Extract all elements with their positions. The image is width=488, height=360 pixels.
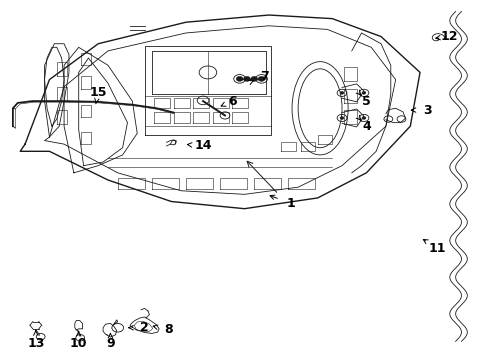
Text: 11: 11 (427, 242, 445, 255)
Circle shape (250, 76, 257, 81)
Circle shape (243, 76, 250, 81)
Text: 12: 12 (440, 30, 457, 43)
Text: 7: 7 (259, 69, 268, 82)
Circle shape (339, 91, 343, 94)
Text: 5: 5 (361, 95, 370, 108)
Circle shape (339, 117, 343, 120)
Text: 14: 14 (194, 139, 211, 152)
Circle shape (361, 117, 365, 120)
Text: 1: 1 (286, 197, 295, 210)
Text: 10: 10 (70, 337, 87, 350)
Circle shape (258, 76, 264, 81)
Text: 6: 6 (227, 95, 236, 108)
Text: 15: 15 (89, 86, 107, 99)
Text: 2: 2 (140, 321, 149, 334)
Text: 8: 8 (164, 323, 173, 336)
Circle shape (236, 76, 243, 81)
Circle shape (361, 91, 365, 94)
Text: 13: 13 (27, 337, 44, 350)
Text: 9: 9 (106, 337, 115, 350)
Text: 4: 4 (361, 120, 370, 133)
Text: 3: 3 (422, 104, 431, 117)
